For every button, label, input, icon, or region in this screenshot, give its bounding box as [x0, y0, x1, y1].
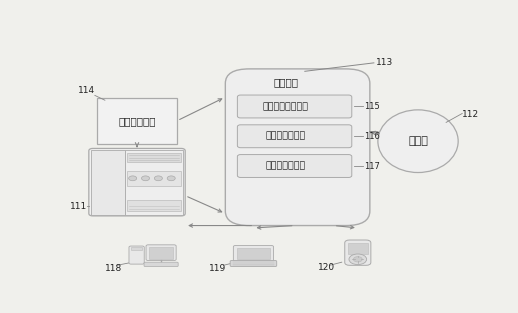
Bar [125, 150, 183, 215]
Bar [127, 200, 181, 211]
Bar [131, 248, 142, 250]
FancyBboxPatch shape [233, 246, 274, 261]
Bar [127, 171, 181, 186]
Circle shape [154, 176, 162, 181]
FancyBboxPatch shape [237, 95, 352, 118]
Text: 118: 118 [105, 264, 122, 274]
Text: 115: 115 [364, 102, 380, 111]
Circle shape [141, 176, 150, 181]
FancyBboxPatch shape [237, 125, 352, 148]
FancyBboxPatch shape [225, 69, 370, 226]
Bar [152, 263, 170, 265]
Bar [348, 243, 368, 254]
Text: 用户端管理模块: 用户端管理模块 [265, 132, 306, 141]
Text: 走路计步管理模块: 走路计步管理模块 [263, 102, 308, 111]
FancyBboxPatch shape [230, 260, 277, 267]
Text: 120: 120 [318, 263, 335, 272]
Text: 广告端管理模块: 广告端管理模块 [265, 162, 306, 171]
Circle shape [349, 254, 367, 264]
Text: 云端管理模块: 云端管理模块 [118, 116, 156, 126]
Text: 112: 112 [462, 110, 479, 119]
Ellipse shape [378, 110, 458, 172]
FancyBboxPatch shape [237, 155, 352, 177]
Bar [237, 248, 270, 259]
Bar [149, 248, 174, 259]
Text: 111: 111 [69, 202, 87, 211]
Bar [97, 98, 177, 144]
Bar [127, 153, 181, 162]
Text: 113: 113 [376, 58, 393, 67]
FancyBboxPatch shape [146, 245, 176, 260]
Text: 116: 116 [364, 132, 380, 141]
Text: 117: 117 [364, 162, 380, 171]
Circle shape [167, 176, 175, 181]
Text: 走路平台: 走路平台 [274, 77, 298, 87]
Circle shape [128, 176, 137, 181]
Text: 119: 119 [209, 264, 226, 274]
FancyBboxPatch shape [129, 246, 144, 264]
FancyBboxPatch shape [89, 148, 185, 216]
Circle shape [353, 257, 362, 262]
Text: 114: 114 [78, 86, 95, 95]
Text: 用户端: 用户端 [408, 136, 428, 146]
Bar [91, 150, 125, 215]
FancyBboxPatch shape [144, 262, 178, 267]
FancyBboxPatch shape [345, 240, 371, 265]
